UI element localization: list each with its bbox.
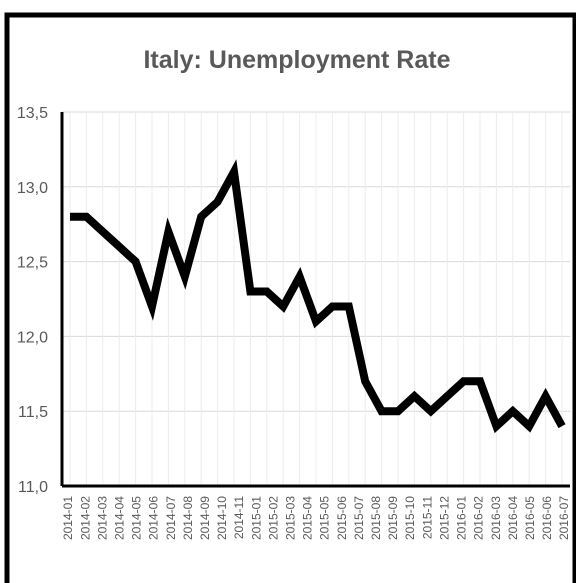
x-tick-label: 2015-05 <box>318 496 332 540</box>
x-tick-label: 2016-03 <box>489 496 503 540</box>
x-tick-label: 2014-11 <box>232 496 246 539</box>
chart-title: Italy: Unemployment Rate <box>143 46 450 74</box>
x-tick-label: 2015-03 <box>284 496 298 540</box>
x-tick-label: 2016-05 <box>523 496 537 540</box>
x-tick-label: 2014-01 <box>61 496 75 540</box>
x-tick-label: 2015-01 <box>249 496 263 540</box>
x-tick-label: 2016-02 <box>472 496 486 540</box>
y-tick-label: 11,5 <box>18 404 48 421</box>
x-tick-label: 2015-02 <box>266 496 280 540</box>
x-tick-label: 2014-07 <box>164 496 178 540</box>
x-tick-label: 2014-09 <box>198 496 212 540</box>
chart-border <box>4 12 576 583</box>
y-tick-label: 11,0 <box>18 479 48 496</box>
x-tick-label: 2016-04 <box>506 496 520 540</box>
x-axis-tick-labels: 2014-01 2014-02 2014-03 2014-04 2014-05 2014-… <box>61 496 571 540</box>
x-tick-label: 2015-11 <box>420 496 434 539</box>
x-tick-label: 2014-06 <box>147 496 161 540</box>
x-tick-label: 2014-02 <box>78 496 92 540</box>
x-tick-label: 2014-08 <box>181 496 195 540</box>
x-tick-label: 2014-05 <box>130 496 144 540</box>
x-tick-label: 2015-08 <box>369 496 383 540</box>
x-tick-label: 2015-06 <box>335 496 349 540</box>
x-tick-label: 2014-04 <box>112 496 126 540</box>
x-tick-label: 2016-01 <box>455 496 469 540</box>
unemployment-rate-line <box>70 159 566 434</box>
x-tick-label: 2014-03 <box>95 496 109 540</box>
x-tick-label: 2015-04 <box>301 496 315 540</box>
x-tick-label: 2014-10 <box>215 496 229 540</box>
y-tick-label: 13,0 <box>17 180 48 197</box>
x-tick-label: 2015-10 <box>403 496 417 540</box>
x-tick-label: 2015-07 <box>352 496 366 540</box>
x-tick-label: 2015-12 <box>437 496 451 540</box>
y-tick-label: 13,5 <box>17 105 48 122</box>
y-tick-label: 12,5 <box>17 255 48 272</box>
x-tick-label: 2015-09 <box>386 496 400 540</box>
y-axis-tick-labels: 11,0 11,5 12,0 12,5 13,0 13,5 <box>17 105 48 496</box>
x-tick-label: 2016-06 <box>540 496 554 540</box>
y-tick-label: 12,0 <box>17 329 48 346</box>
x-tick-label: 2016-07 <box>557 496 571 540</box>
